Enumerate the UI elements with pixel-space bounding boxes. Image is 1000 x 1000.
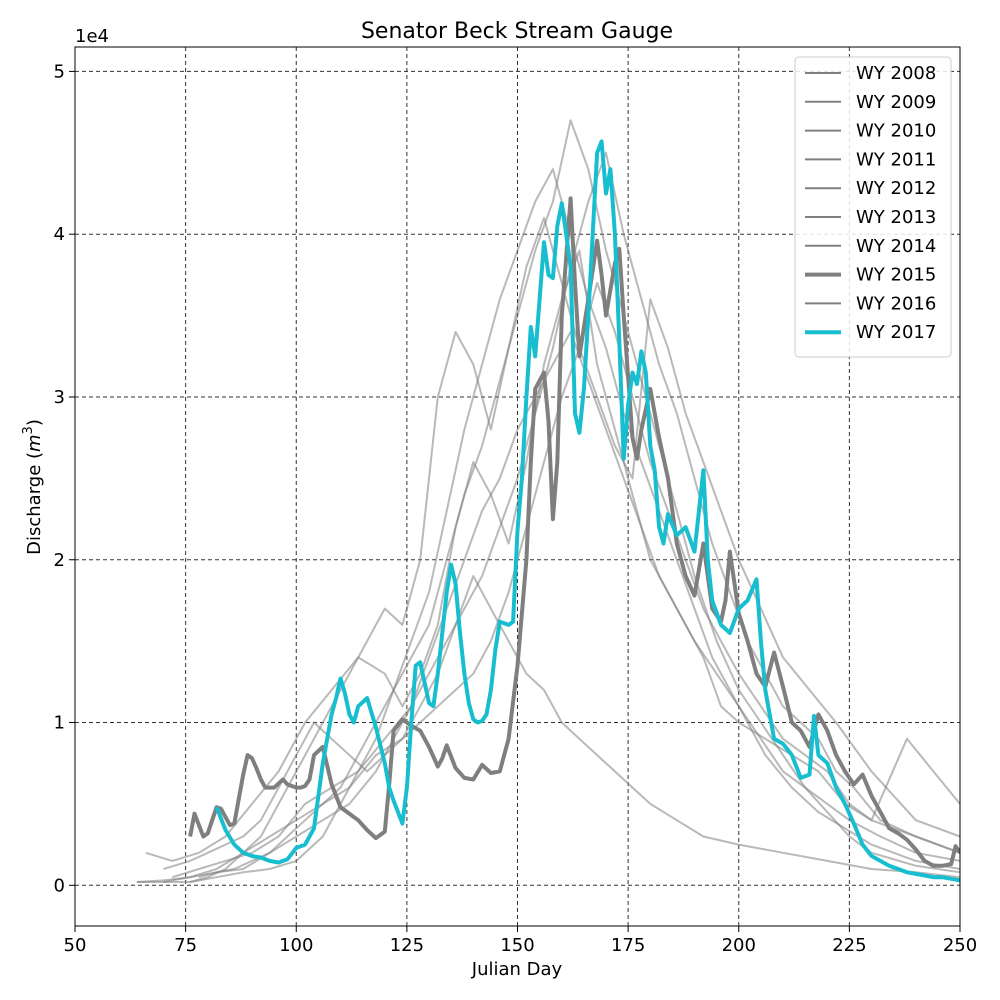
series-line-wy-2009 [145,249,960,862]
series-line-wy-2010 [163,282,960,883]
x-tick-label: 50 [64,935,87,956]
y-axis-label-unit: m [24,434,45,452]
legend-label: WY 2011 [856,149,936,170]
legend-label: WY 2016 [856,293,936,314]
y-tick-label: 3 [54,387,65,408]
series-line-wy-2012 [163,575,960,879]
series-line-wy-2016 [198,168,960,879]
x-axis-label: Julian Day [471,959,563,980]
legend-label: WY 2008 [856,63,936,84]
y-tick-label: 1 [54,713,65,734]
y-tick-label: 2 [54,550,65,571]
y-tick-label: 5 [54,61,65,82]
y-axis-label: Discharge (m3) [21,419,45,555]
y-tick-label: 0 [54,875,65,896]
legend-box [794,56,952,358]
x-tick-label: 175 [611,935,645,956]
series-line-wy-2017 [214,139,960,883]
x-tick-label: 125 [390,935,424,956]
y-axis-ticks: 0 1 2 3 4 5 [54,61,75,896]
series-line-wy-2014 [189,216,960,883]
y-axis-label-main: Discharge ( [24,452,45,555]
x-axis-ticks: 50 75 100 125 150 175 200 225 250 [64,926,977,956]
x-tick-label: 200 [722,935,756,956]
y-axis-label-sup: 3 [21,426,36,434]
series-line-wy-2008 [136,119,960,883]
series-line-wy-2011 [172,151,960,879]
legend: WY 2008 WY 2009 WY 2010 WY 2011 WY 2012 WY 20… [794,56,952,358]
chart-title: Senator Beck Stream Gauge [361,19,673,44]
legend-label: WY 2010 [856,121,936,142]
y-tick-label: 4 [54,224,65,245]
x-tick-label: 75 [174,935,197,956]
legend-label: WY 2009 [856,92,936,113]
series-layer [136,119,960,883]
x-tick-label: 100 [279,935,313,956]
legend-label: WY 2013 [856,207,936,228]
x-tick-label: 225 [832,935,866,956]
legend-label: WY 2017 [856,322,936,343]
legend-label: WY 2014 [856,236,936,257]
y-axis-label-close: ) [24,419,45,426]
x-tick-label: 150 [500,935,534,956]
x-tick-label: 250 [943,935,977,956]
legend-label: WY 2015 [856,265,936,286]
y-offset-label: 1e4 [75,26,109,47]
legend-label: WY 2012 [856,178,936,199]
